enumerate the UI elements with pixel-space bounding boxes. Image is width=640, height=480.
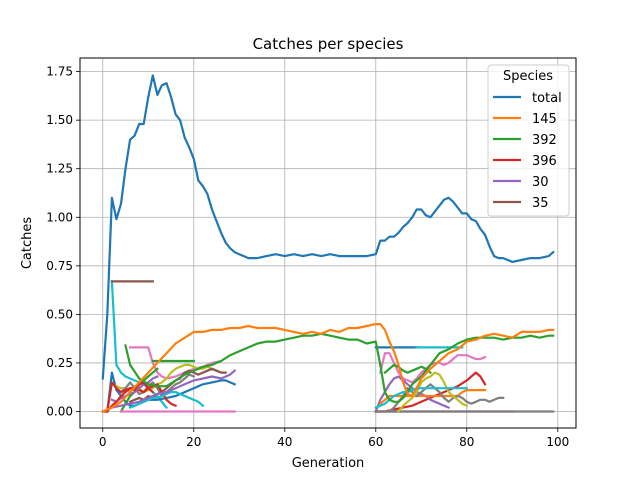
- series-line-30: [101, 369, 237, 413]
- series-line: [378, 352, 487, 384]
- y-tick-label: 1.75: [46, 65, 73, 79]
- y-tick-label: 1.50: [46, 113, 73, 127]
- x-tick-label: 20: [186, 435, 201, 449]
- grid: [80, 58, 576, 428]
- x-tick-label: 100: [546, 435, 569, 449]
- legend-label-30: 30: [532, 175, 549, 190]
- y-tick-label: 0.25: [46, 356, 73, 370]
- legend-label-392: 392: [532, 133, 557, 148]
- y-tick-label: 0.50: [46, 307, 73, 321]
- series-line-145: [101, 323, 555, 413]
- x-tick-label: 80: [459, 435, 474, 449]
- series-line-392: [124, 332, 555, 403]
- x-tick-label: 60: [368, 435, 383, 449]
- series-line: [383, 363, 432, 375]
- plot-frame: [79, 57, 577, 429]
- series-line: [374, 375, 451, 413]
- legend: Species total 145 392 396 30 35: [487, 64, 570, 217]
- y-tick-label: 1.25: [46, 162, 73, 176]
- series-line-total: [101, 74, 555, 380]
- series-line: [374, 387, 468, 410]
- y-tick-label: 0.00: [46, 404, 73, 418]
- x-tick-label: 0: [99, 435, 107, 449]
- y-axis-title: Catches: [20, 217, 35, 270]
- series-line: [128, 391, 205, 410]
- legend-label-396: 396: [532, 154, 557, 169]
- y-tick-label: 0.75: [46, 259, 73, 273]
- legend-box: [487, 64, 570, 217]
- series-line: [119, 373, 196, 398]
- x-tick-label: 40: [277, 435, 292, 449]
- legend-label-35: 35: [532, 196, 549, 211]
- legend-items: total 145 392 396 30 35: [493, 91, 562, 211]
- series-layer: [101, 74, 555, 414]
- series-line: [378, 389, 487, 406]
- chart-title: Catches per species: [253, 35, 404, 53]
- legend-label-145: 145: [532, 112, 557, 127]
- legend-label-total: total: [532, 91, 562, 106]
- series-line-396: [101, 381, 155, 413]
- axis-ticks: 0 20 40 60 80 100 0.00 0.25 0.50 0.75 1.00 1.25 1.50…: [46, 65, 569, 449]
- legend-title: Species: [503, 69, 553, 84]
- x-axis-title: Generation: [292, 456, 365, 471]
- y-tick-label: 1.00: [46, 210, 73, 224]
- series-line: [396, 371, 469, 414]
